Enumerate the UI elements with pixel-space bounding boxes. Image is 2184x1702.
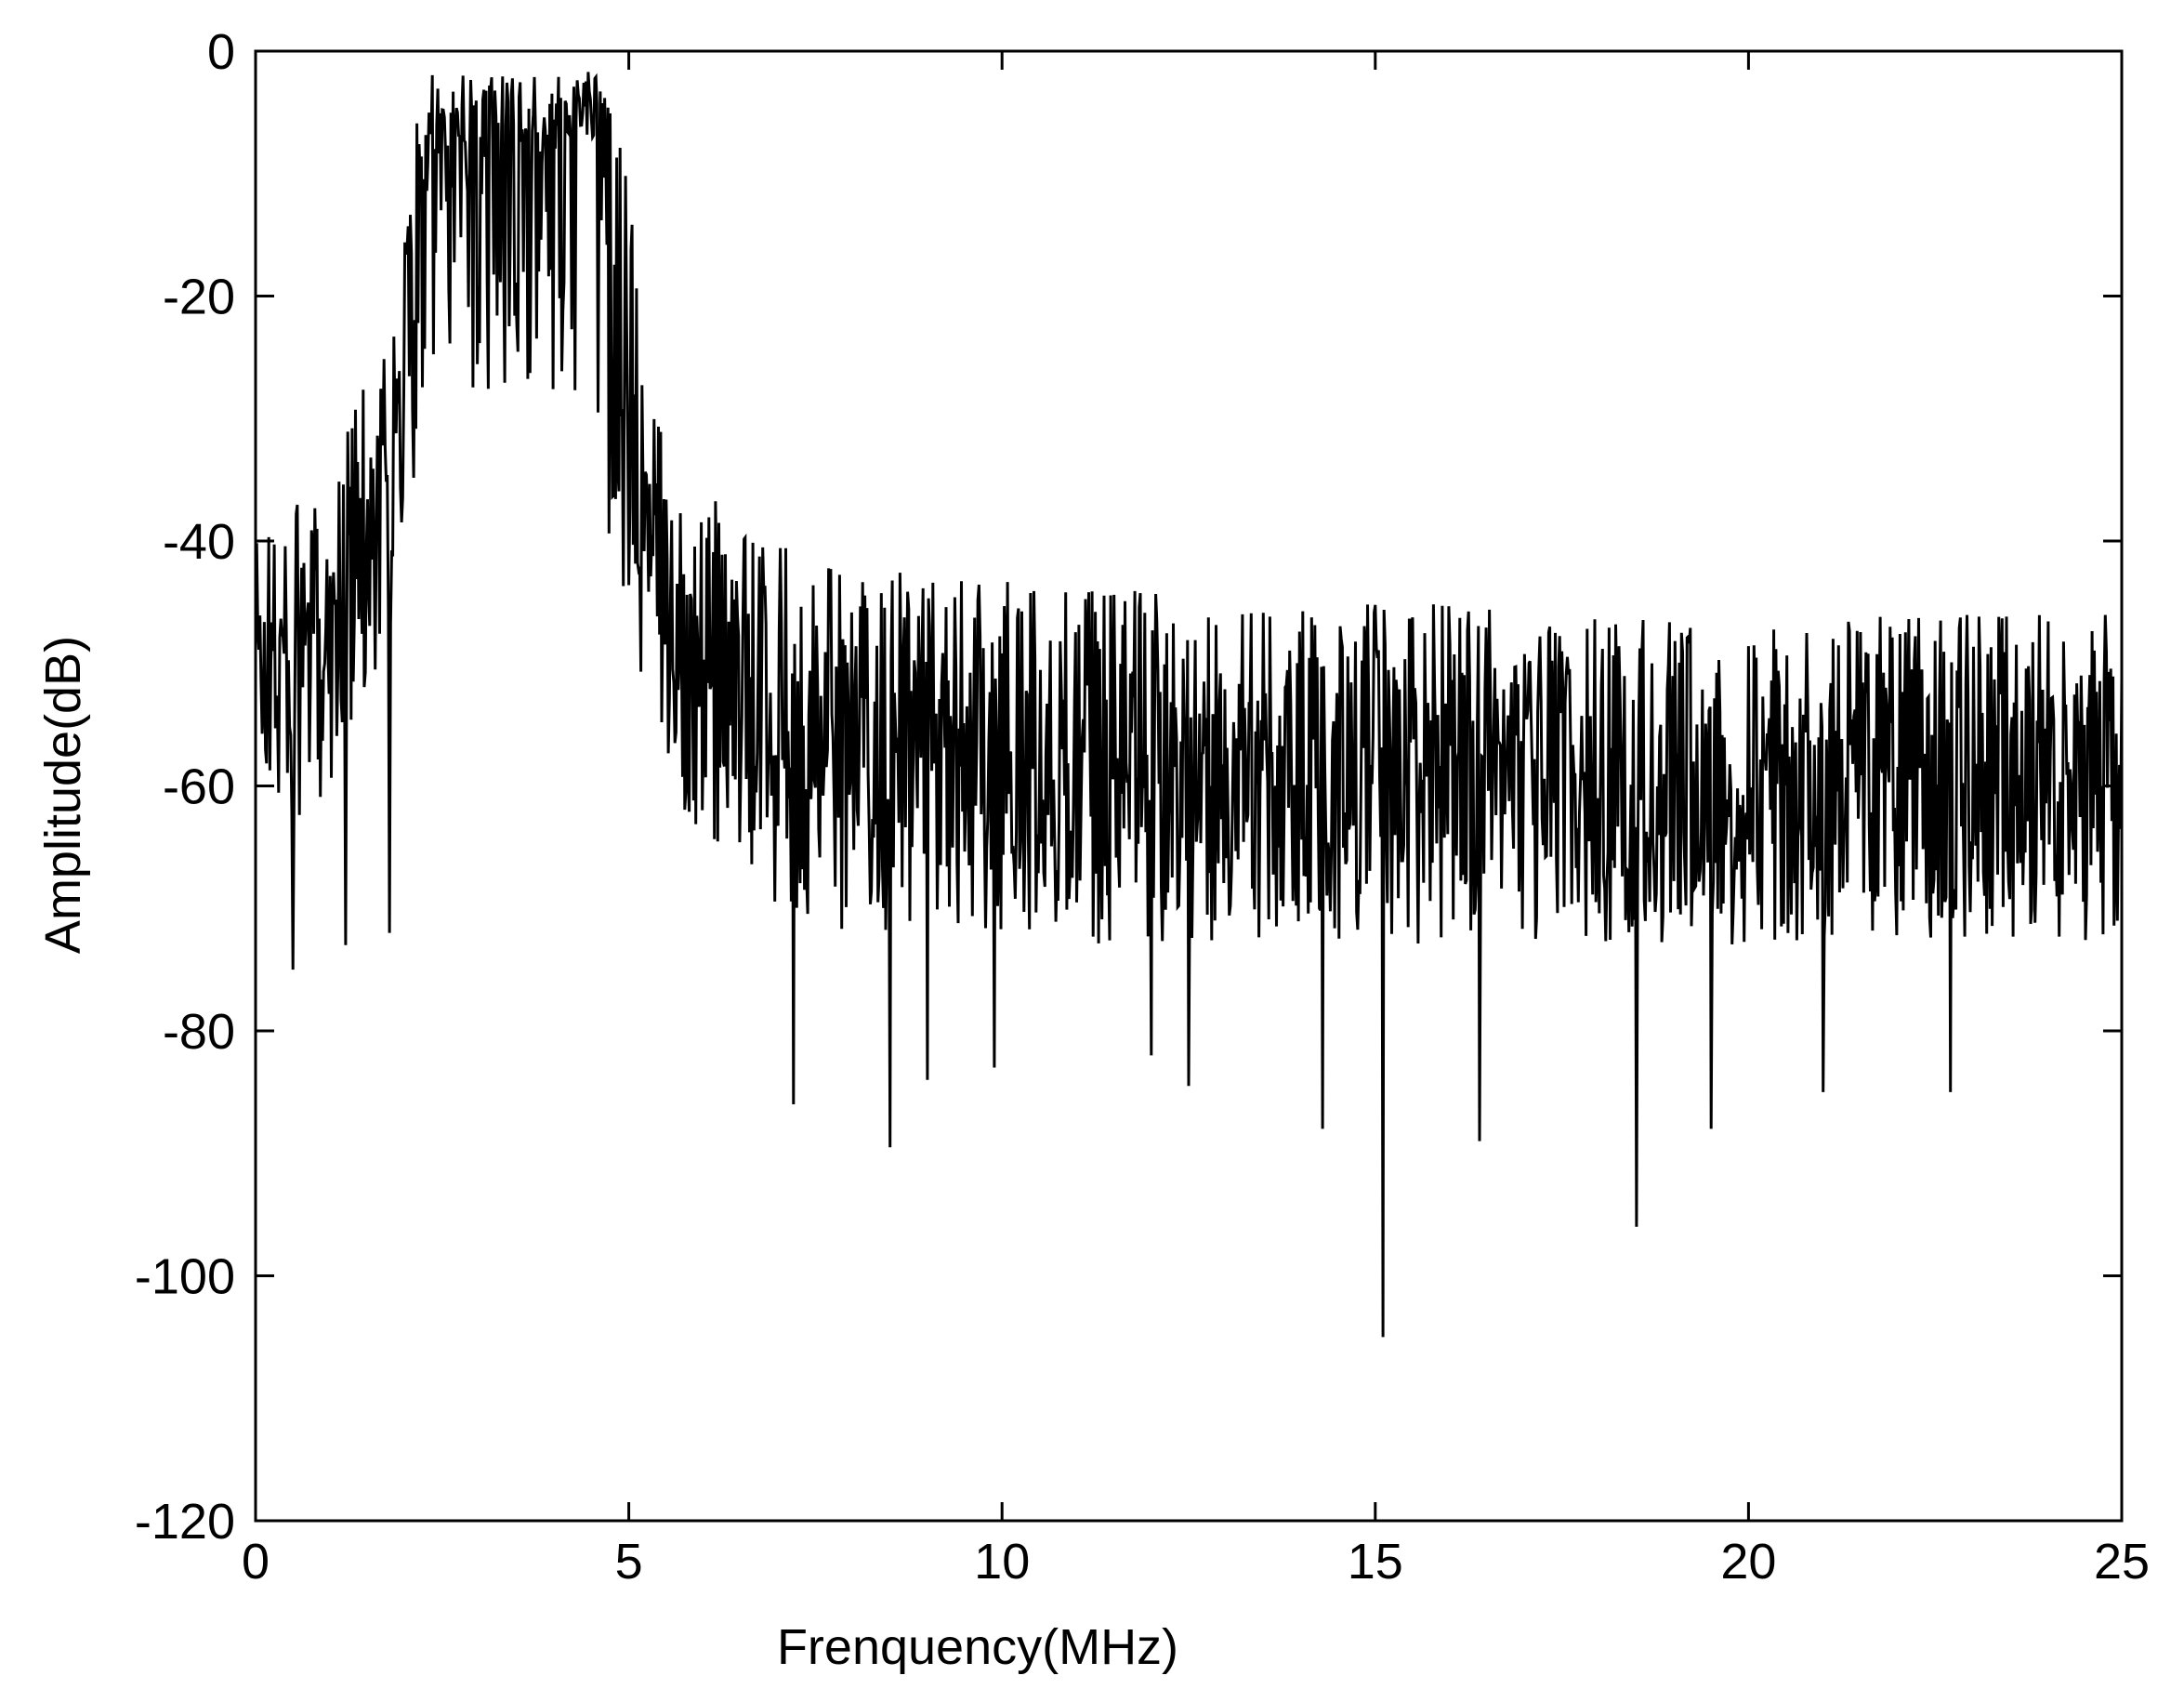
y-tick-label: -120 [135, 1494, 235, 1550]
y-tick-label: -20 [163, 270, 235, 325]
y-tick-label: -80 [163, 1004, 235, 1060]
x-tick-label: 20 [1720, 1534, 1776, 1590]
plot-area [254, 72, 2124, 1338]
y-tick-label: 0 [207, 24, 235, 80]
axes-layer: 0 5 10 15 20 25 0 -20 -40 -60 -80 -100 -120 [135, 24, 2150, 1590]
x-tick-label: 15 [1348, 1534, 1403, 1590]
x-tick-label: 25 [2094, 1534, 2150, 1590]
x-tick-label: 5 [615, 1534, 643, 1590]
x-tick-label: 10 [974, 1534, 1030, 1590]
spectrum-line [254, 72, 2124, 1338]
y-tick-label: -100 [135, 1249, 235, 1305]
x-tick-label: 0 [242, 1534, 270, 1590]
y-tick-label: -40 [163, 514, 235, 570]
x-axis-label: Frenquency(MHz) [777, 1619, 1178, 1675]
y-axis-label: Amplitude(dB) [35, 636, 91, 954]
y-tick-label: -60 [163, 759, 235, 815]
